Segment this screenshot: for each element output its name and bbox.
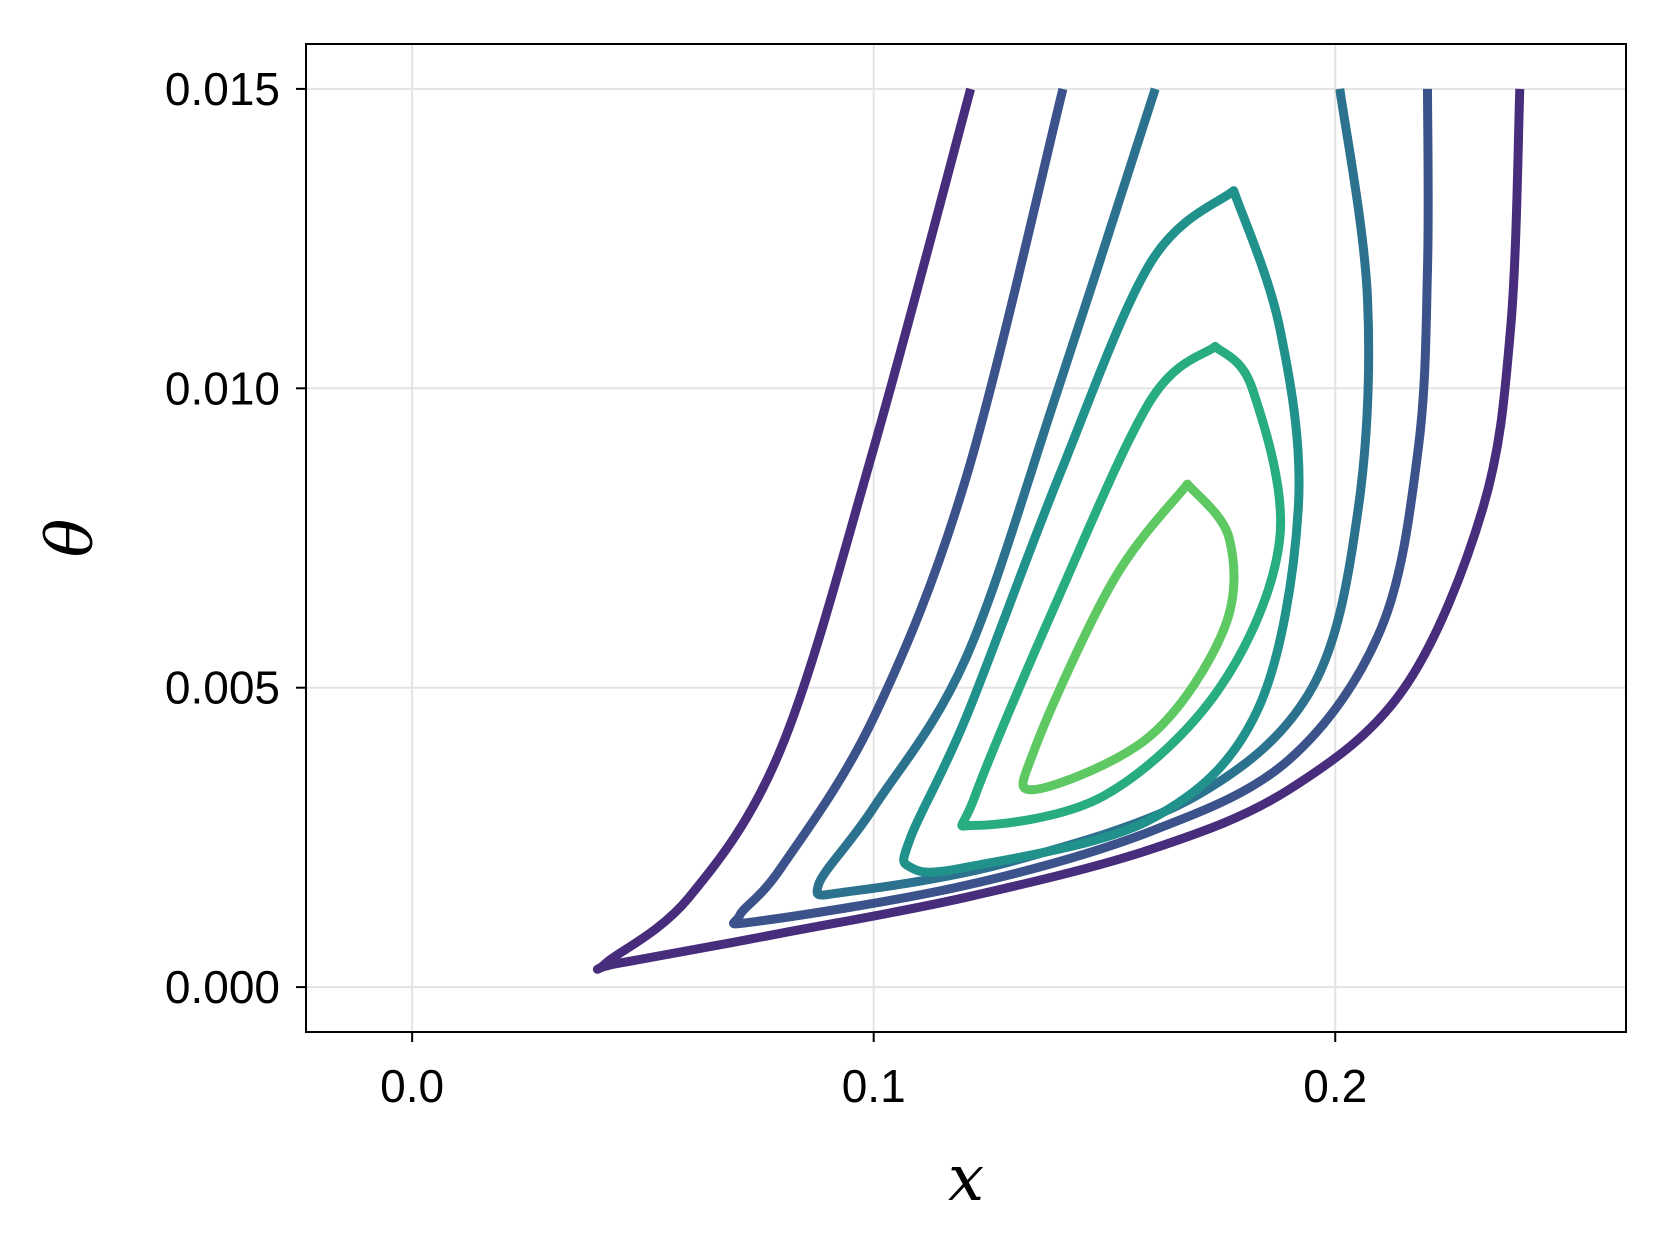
contour-lines (593, 87, 1525, 974)
contour-level-4 (899, 186, 1304, 877)
y-tick-label-1: 0.005 (165, 662, 280, 714)
contour-level-2 (728, 87, 1433, 929)
y-tick-label-2: 0.010 (165, 362, 280, 414)
axis-ticks: 0.0 0.1 0.2 0.000 0.005 0.010 0.015 (165, 63, 1367, 1112)
x-axis-label: x (948, 1142, 984, 1216)
contour-level-6 (1018, 479, 1239, 795)
contour-level-1 (593, 87, 1525, 974)
y-tick-label-3: 0.015 (165, 63, 280, 115)
x-tick-label-1: 0.1 (842, 1060, 906, 1112)
plot-frame (305, 43, 1627, 1033)
contour-level-5 (957, 341, 1286, 831)
x-tick-label-2: 0.2 (1303, 1060, 1367, 1112)
y-tick-label-0: 0.000 (165, 961, 280, 1013)
x-tick-label-0: 0.0 (380, 1060, 444, 1112)
contour-level-3 (812, 87, 1374, 900)
y-axis-label: θ (34, 519, 108, 558)
